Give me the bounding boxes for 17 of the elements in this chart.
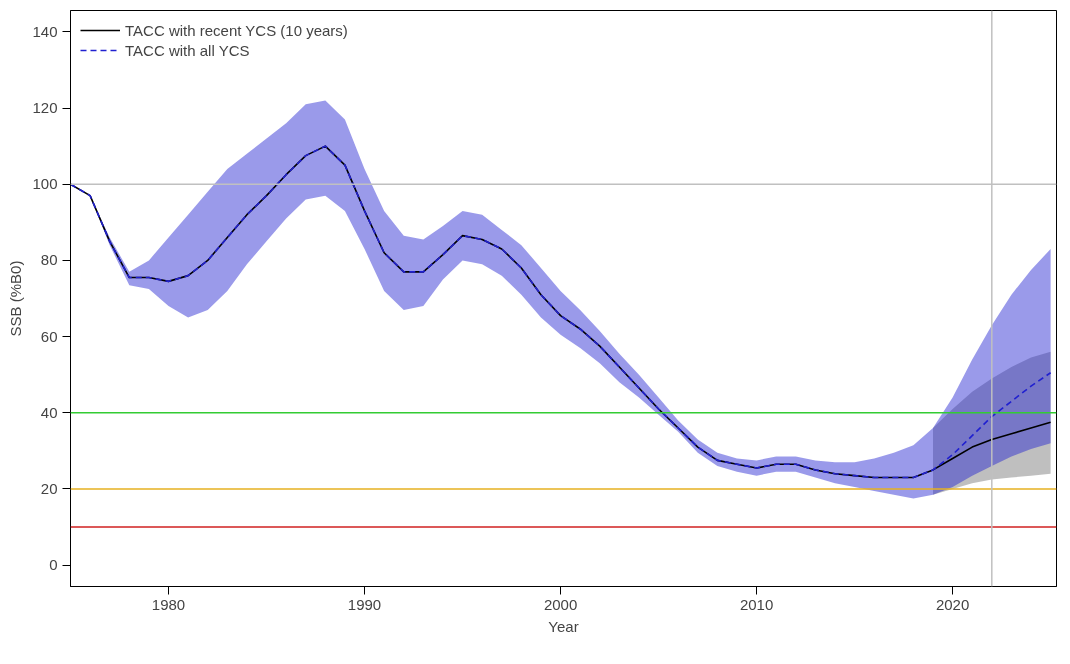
x-tick-label: 2000: [543, 595, 578, 613]
x-tick-label: 1980: [151, 595, 186, 613]
y-tick-label: 0: [49, 556, 58, 574]
x-tick-label: 2020: [935, 595, 970, 613]
y-axis-title: SSB (%B0): [7, 260, 25, 337]
x-tick-label: 2010: [739, 595, 774, 613]
y-tick-label: 140: [32, 22, 58, 40]
x-tick-label: 1990: [347, 595, 382, 613]
y-tick-label: 20: [40, 479, 58, 497]
y-tick-label: 100: [32, 175, 58, 193]
legend-label: TACC with all YCS: [125, 41, 250, 59]
y-tick-label: 40: [40, 403, 58, 421]
x-axis-title: Year: [548, 617, 579, 635]
legend-label: TACC with recent YCS (10 years): [125, 21, 348, 39]
y-tick-label: 60: [40, 327, 58, 345]
y-tick-label: 120: [32, 99, 58, 117]
y-tick-label: 80: [40, 251, 58, 269]
